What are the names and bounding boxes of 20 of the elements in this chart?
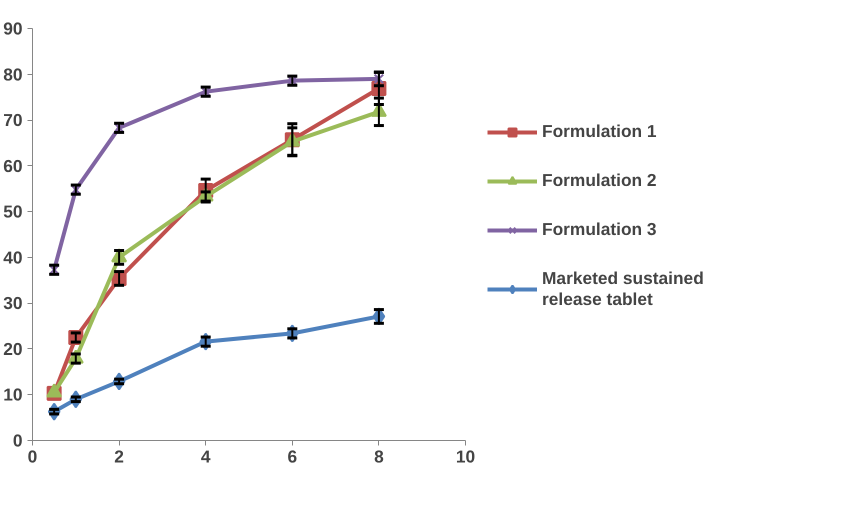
legend-label: Formulation 1 [542, 121, 657, 142]
y-tick-label: 20 [3, 338, 23, 359]
y-tick-label: 0 [12, 430, 23, 450]
y-tick-label: 40 [3, 247, 23, 268]
x-tick-label: 0 [28, 446, 38, 466]
legend-label: Marketed sustained release tablet [542, 268, 704, 310]
y-tick-label: 60 [3, 156, 23, 176]
y-tick-label: 50 [3, 202, 23, 222]
x-tick-label: 10 [456, 446, 476, 466]
x-tick-label: 6 [287, 446, 298, 466]
y-tick-label: 90 [3, 18, 23, 38]
x-tick-label: 4 [200, 446, 211, 466]
x-tick-label: 2 [114, 446, 124, 466]
y-tick-label: 70 [3, 110, 23, 130]
y-tick-label: 10 [3, 384, 23, 405]
legend-label: Formulation 3 [542, 219, 657, 240]
legend-label: Formulation 2 [542, 170, 657, 191]
y-tick-label: 80 [3, 64, 23, 84]
x-tick-label: 8 [374, 446, 384, 466]
y-tick-label: 30 [3, 293, 23, 314]
